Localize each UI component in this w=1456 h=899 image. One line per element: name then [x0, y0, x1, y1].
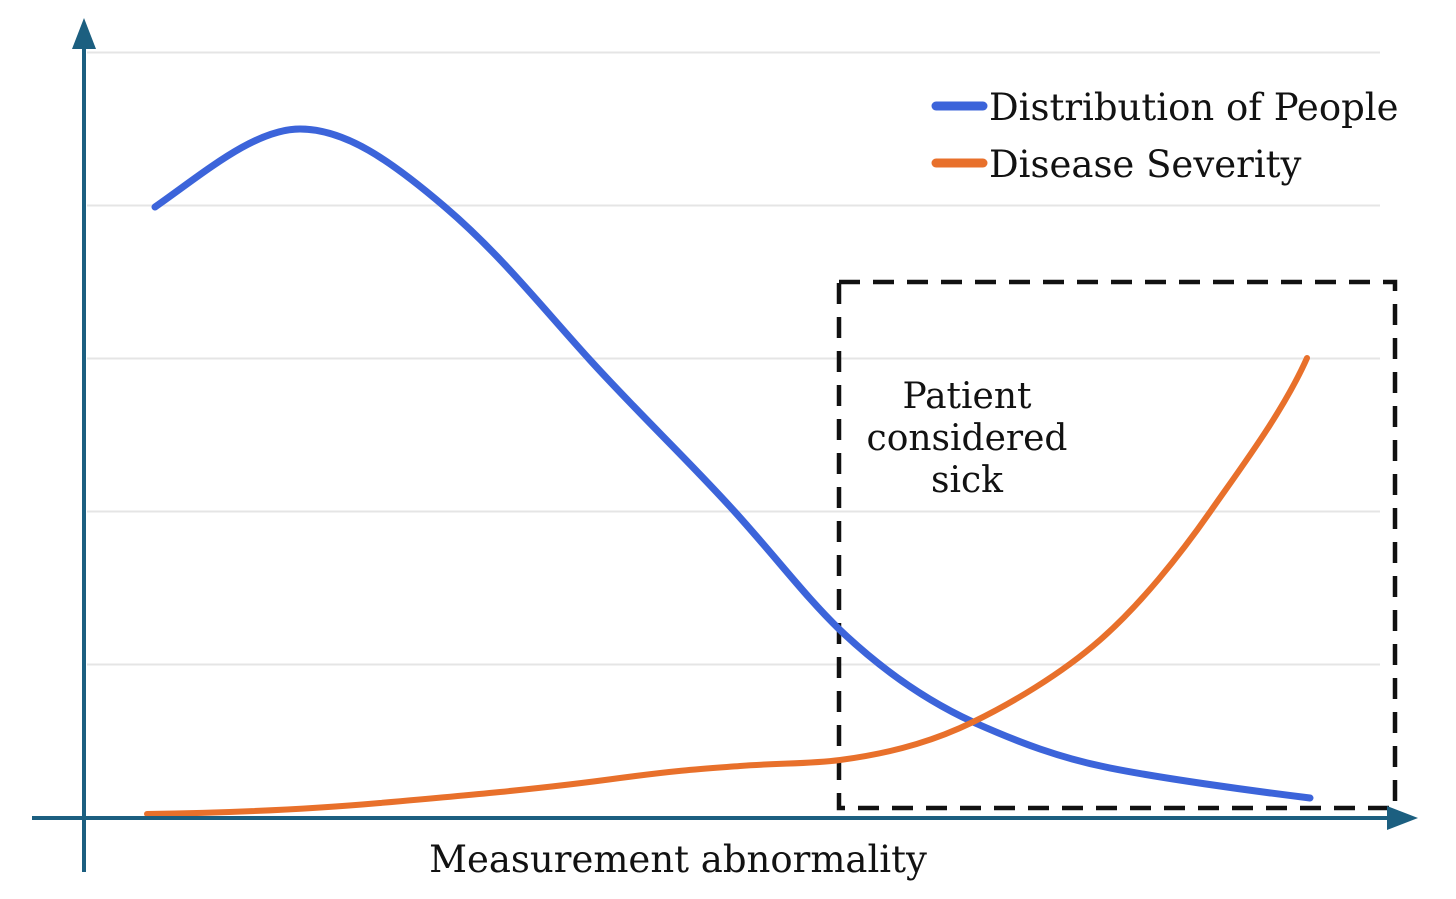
x-axis-label: Measurement abnormality — [429, 838, 927, 881]
legend-label-disease-severity: Disease Severity — [989, 143, 1302, 186]
series-disease-severity — [144, 355, 1310, 817]
legend-label-distribution-of-people: Distribution of People — [989, 86, 1399, 129]
annotation-line-1: Patient — [902, 376, 1032, 417]
legend: Distribution of People Disease Severity — [931, 86, 1399, 186]
annotation-line-2: considered — [867, 418, 1068, 459]
sick-region-annotation: Patient considered sick — [867, 376, 1068, 501]
x-axis-arrow-icon — [1387, 806, 1418, 830]
series-distribution-of-people — [151, 125, 1314, 802]
sick-region-box — [836, 279, 1398, 811]
gridlines — [87, 51, 1380, 666]
y-axis-arrow-icon — [72, 18, 96, 49]
annotation-line-3: sick — [931, 460, 1004, 501]
axes — [32, 18, 1418, 872]
